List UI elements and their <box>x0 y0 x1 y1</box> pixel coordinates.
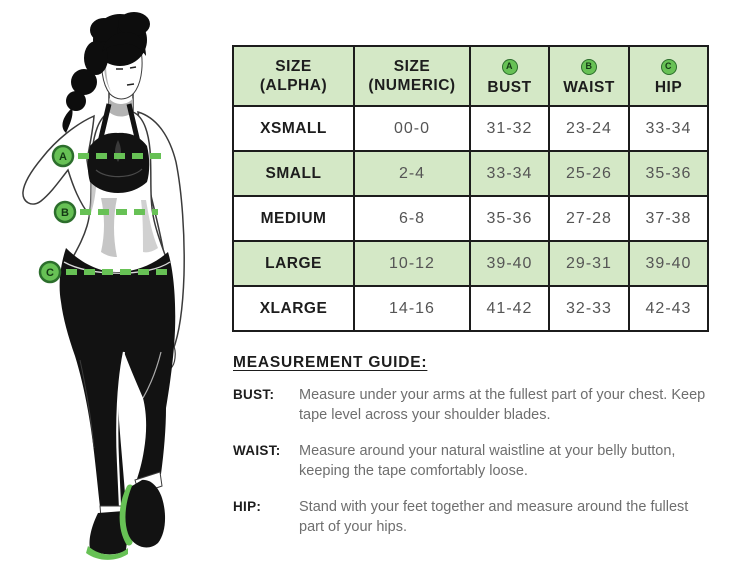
table-row: XLARGE 14-16 41-42 32-33 42-43 <box>232 285 709 332</box>
table-cell: 39-40 <box>628 240 709 287</box>
guide-text: Measure around your natural waistline at… <box>299 443 676 479</box>
header-line: (NUMERIC) <box>368 77 456 94</box>
guide-label: BUST: <box>233 387 275 402</box>
header-line: HIP <box>654 78 683 96</box>
col-header-waist: B WAIST <box>548 45 630 107</box>
table-cell: 33-34 <box>628 105 709 152</box>
header-line: SIZE <box>275 57 312 75</box>
measurement-guide: MEASUREMENT GUIDE: BUST: Measure under y… <box>233 354 721 554</box>
guide-title: MEASUREMENT GUIDE: <box>233 354 428 371</box>
col-header-hip: C HIP <box>628 45 709 107</box>
table-cell: 41-42 <box>469 285 550 332</box>
table-cell: 14-16 <box>353 285 471 332</box>
col-header-size-alpha: SIZE (ALPHA) <box>232 45 355 107</box>
table-cell: XLARGE <box>232 285 355 332</box>
header-line: WAIST <box>563 78 615 96</box>
header-line: BUST <box>487 78 532 96</box>
svg-text:C: C <box>46 267 54 279</box>
table-cell: 31-32 <box>469 105 550 152</box>
col-header-bust: A BUST <box>469 45 550 107</box>
table-cell: 32-33 <box>548 285 630 332</box>
table-cell: 27-28 <box>548 195 630 242</box>
woman-figure-svg: A B C <box>22 12 185 560</box>
table-cell: 23-24 <box>548 105 630 152</box>
svg-text:A: A <box>59 151 67 163</box>
table-cell: 6-8 <box>353 195 471 242</box>
col-header-size-numeric: SIZE (NUMERIC) <box>353 45 471 107</box>
header-line: (ALPHA) <box>259 77 328 94</box>
waist-circle-badge: B <box>581 58 597 75</box>
table-cell: 00-0 <box>353 105 471 152</box>
table-cell: 2-4 <box>353 150 471 197</box>
guide-label: WAIST: <box>233 443 281 459</box>
table-row: MEDIUM 6-8 35-36 27-28 37-38 <box>232 195 709 242</box>
table-row: LARGE 10-12 39-40 29-31 39-40 <box>232 240 709 287</box>
table-cell: MEDIUM <box>232 195 355 242</box>
marker-a: A <box>51 144 75 168</box>
table-cell: 29-31 <box>548 240 630 287</box>
header-line: SIZE <box>393 57 431 75</box>
bust-circle-badge: A <box>501 58 518 75</box>
table-row: XSMALL 00-0 31-32 23-24 33-34 <box>232 105 709 152</box>
figure-illustration: A B C <box>0 0 232 568</box>
table-cell: 39-40 <box>469 240 550 287</box>
table-cell: 33-34 <box>469 150 550 197</box>
table-cell: SMALL <box>232 150 355 197</box>
table-cell: XSMALL <box>232 105 355 152</box>
marker-b: B <box>53 200 77 224</box>
left-shoe <box>86 511 128 560</box>
table-header-row: SIZE (ALPHA) SIZE (NUMERIC) A BUST B WAI… <box>232 45 709 107</box>
guide-text: Stand with your feet together and measur… <box>299 499 689 535</box>
right-shoe <box>119 479 166 548</box>
guide-item-waist: WAIST: Measure around your natural waist… <box>233 442 721 481</box>
guide-text: Measure under your arms at the fullest p… <box>299 387 706 423</box>
guide-item-bust: BUST: Measure under your arms at the ful… <box>233 386 721 425</box>
table-cell: 10-12 <box>353 240 471 287</box>
table-cell: 35-36 <box>628 150 709 197</box>
hip-circle-badge: C <box>660 58 677 75</box>
table-cell: LARGE <box>232 240 355 287</box>
guide-label: HIP: <box>233 499 262 515</box>
guide-item-hip: HIP: Stand with your feet together and m… <box>233 498 721 537</box>
svg-text:B: B <box>61 207 69 219</box>
table-row: SMALL 2-4 33-34 25-26 35-36 <box>232 150 709 197</box>
table-cell: 42-43 <box>628 285 709 332</box>
size-table: SIZE (ALPHA) SIZE (NUMERIC) A BUST B WAI… <box>232 45 709 332</box>
table-cell: 37-38 <box>628 195 709 242</box>
table-cell: 35-36 <box>469 195 550 242</box>
table-cell: 25-26 <box>548 150 630 197</box>
sports-bra <box>87 103 150 193</box>
leggings <box>59 248 176 508</box>
marker-c: C <box>38 260 62 284</box>
hair <box>62 12 150 133</box>
